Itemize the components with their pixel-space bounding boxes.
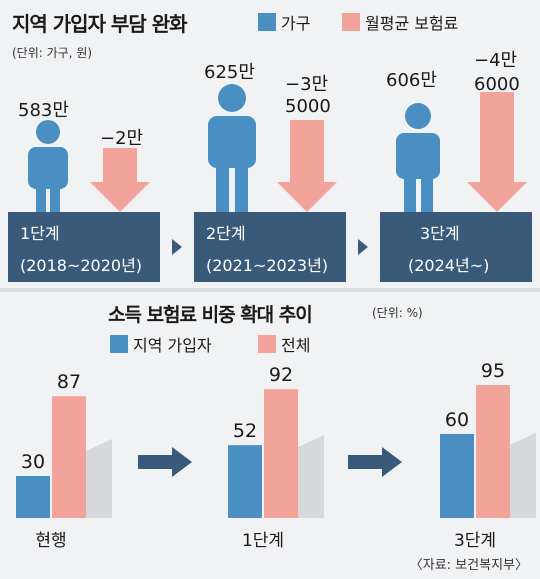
legend-premium: 월평균 보험료 [342,10,458,34]
data-label: 92 [269,364,293,386]
legend-households: 가구 [258,10,310,34]
stage1-households: 583만 [18,100,69,121]
stage-arrow-icon-1 [172,239,182,255]
progress-arrow-icon [138,447,192,477]
stage2-premium-change: −3만 [285,74,329,95]
category-label: 현행 [35,531,66,551]
data-label: 95 [481,360,505,382]
stage3-households: 606만 [386,70,437,91]
data-label: 52 [233,420,257,442]
bar-3단계-전체 [476,385,510,518]
stage-box-2: 2단계 (2021~2023년) [194,212,346,282]
legend-swatch-premium [342,13,360,31]
source-note: 〈자료: 보건복지부〉 [409,558,528,573]
stage-box-3: 3단계 (2024년~) [380,212,532,282]
top-chart-unit: (단위: 가구, 원) [12,46,93,60]
down-arrow-icon-stage3 [467,92,527,212]
stage3-years: (2024년~) [408,256,490,275]
category-label: 3단계 [454,531,496,551]
stage1-name: 1단계 [20,224,60,243]
bar-shadow [298,435,324,518]
stage3-premium-change-detail: 6000 [474,74,520,95]
person-icon-stage1 [28,120,68,212]
category-label: 1단계 [242,531,284,551]
down-arrow-icon-stage1 [90,148,150,212]
stage1-premium-change: −2만 [100,128,144,149]
stage3-name: 3단계 [420,224,460,243]
bottom-chart-title: 소득 보험료 비중 확대 추이 [108,304,313,326]
stage2-name: 2단계 [206,224,246,243]
bar-shadow [510,432,536,518]
bar-1단계-지역 가입자 [228,445,262,518]
person-icon-stage3 [396,103,440,212]
data-label: 30 [21,451,45,473]
bar-현행-전체 [52,396,86,518]
stage-band: 1단계 (2018~2020년) 2단계 (2021~2023년) 3단계 (2… [8,212,532,282]
legend-regional: 지역 가입자 [110,332,212,356]
down-arrow-icon-stage2 [277,120,337,212]
legend-label-total: 전체 [281,336,311,355]
section-divider [0,288,540,292]
legend-label-households: 가구 [281,14,311,33]
data-label: 60 [445,409,469,431]
stage3-premium-change: −4만 [474,50,518,71]
data-label: 87 [57,371,81,393]
legend-total: 전체 [258,332,310,356]
stage1-years: (2018~2020년) [20,256,143,275]
bar-현행-지역 가입자 [16,476,50,518]
top-chart-title: 지역 가입자 부담 완화 [12,12,187,36]
legend-label-regional: 지역 가입자 [133,336,212,355]
stage-box-1: 1단계 (2018~2020년) [8,212,160,282]
progress-arrow-icon [348,447,402,477]
stage2-years: (2021~2023년) [206,256,329,275]
bar-shadow [86,439,112,518]
stage2-premium-change-detail: 5000 [285,96,331,117]
legend-swatch-regional [110,335,128,353]
stage-arrow-icon-2 [358,239,368,255]
legend-swatch-total [258,335,276,353]
legend-label-premium: 월평균 보험료 [365,14,459,33]
bar-1단계-전체 [264,389,298,518]
stage-illustrations [28,84,527,212]
legend-swatch-households [258,13,276,31]
stage2-households: 625만 [204,62,255,83]
bar-3단계-지역 가입자 [440,434,474,518]
bottom-chart-unit: (단위: %) [372,306,423,320]
person-icon-stage2 [208,84,256,212]
